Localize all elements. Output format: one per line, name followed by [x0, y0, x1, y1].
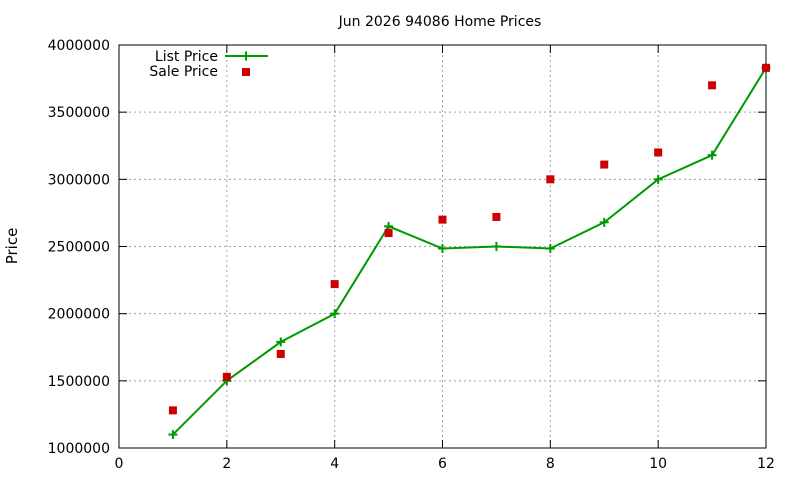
legend-marker-list-price — [241, 51, 251, 61]
sale-price-point — [762, 63, 770, 72]
x-tick-label: 0 — [115, 456, 124, 472]
y-tick-label: 3000000 — [48, 172, 110, 188]
sale-price-point — [384, 229, 393, 238]
sale-price-point — [708, 81, 717, 90]
list-price-point — [707, 150, 717, 160]
x-tick-label: 12 — [757, 456, 775, 472]
x-tick-label: 8 — [546, 456, 555, 472]
list-price-point — [330, 309, 340, 319]
sale-price-point — [492, 212, 501, 221]
list-price-point — [545, 244, 555, 254]
x-tick-label: 2 — [222, 456, 231, 472]
y-tick-label: 2500000 — [48, 240, 110, 256]
data-series — [168, 63, 771, 440]
axis-ticks: 1000000 1500000 2000000 2500000 3000000 35000… — [48, 38, 775, 472]
y-tick-label: 1500000 — [48, 374, 110, 390]
y-tick-label: 1000000 — [48, 441, 110, 457]
list-price-point — [438, 244, 447, 254]
sale-price-point — [168, 406, 177, 415]
sale-price-point — [222, 372, 231, 381]
sale-price-point — [600, 160, 609, 169]
list-price-line — [172, 67, 767, 436]
chart-title: Jun 2026 94086 Home Prices — [338, 14, 542, 30]
y-tick-label: 3500000 — [48, 105, 110, 121]
sale-price-point — [330, 280, 339, 289]
y-axis-label: Price — [3, 228, 21, 265]
y-tick-label: 2000000 — [48, 307, 110, 323]
legend-marker-sale-price — [242, 68, 250, 76]
x-tick-label: 6 — [438, 456, 447, 472]
x-tick-label: 4 — [330, 456, 339, 472]
x-tick-label: 10 — [649, 456, 667, 472]
sale-price-point — [546, 175, 555, 184]
list-price-point — [168, 430, 178, 440]
list-price-point — [653, 174, 663, 184]
y-tick-label: 4000000 — [48, 38, 110, 54]
list-price-point — [276, 337, 286, 347]
sale-price-point — [654, 148, 663, 157]
legend-label-sale-price: Sale Price — [149, 64, 218, 80]
sale-price-point — [276, 349, 285, 358]
list-price-point — [599, 217, 609, 227]
legend-label-list-price: List Price — [155, 49, 218, 65]
list-price-point — [491, 242, 501, 251]
sale-price-point — [438, 215, 447, 224]
